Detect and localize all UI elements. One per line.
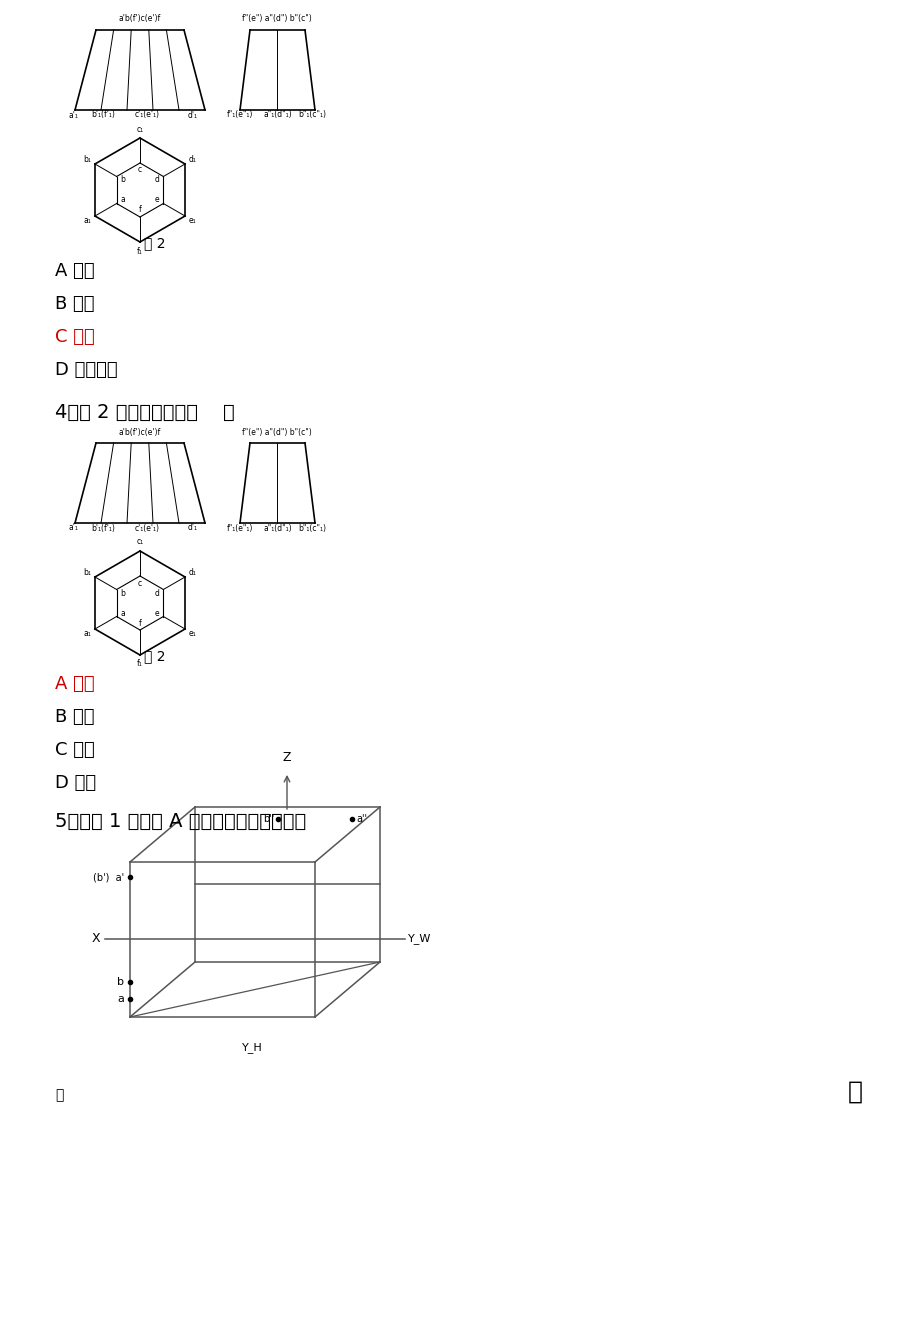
Text: X: X <box>91 932 100 945</box>
Text: b₁: b₁ <box>83 568 91 577</box>
Text: f"(e") a"(d") b"(c"): f"(e") a"(d") b"(c") <box>242 15 312 24</box>
Text: b₁: b₁ <box>83 154 91 164</box>
Text: f"₁(e"₁): f"₁(e"₁) <box>227 524 253 532</box>
Text: c: c <box>138 165 142 174</box>
Text: b: b <box>120 589 125 598</box>
Text: d: d <box>154 589 160 598</box>
Text: D 不能确定: D 不能确定 <box>55 360 118 379</box>
Text: e: e <box>154 195 160 205</box>
Text: a: a <box>120 195 125 205</box>
Text: a'₁: a'₁ <box>68 111 78 120</box>
Text: 4、图 2 中的物体应为（    ）: 4、图 2 中的物体应为（ ） <box>55 403 234 422</box>
Text: C 棱柱: C 棱柱 <box>55 741 95 759</box>
Text: c'₁(e'₁): c'₁(e'₁) <box>134 524 159 532</box>
Text: f₁: f₁ <box>137 247 142 256</box>
Text: c₁: c₁ <box>136 537 143 546</box>
Text: c: c <box>138 578 142 587</box>
Text: d₁: d₁ <box>188 154 197 164</box>
Text: e₁: e₁ <box>188 216 197 224</box>
Text: e₁: e₁ <box>188 630 197 638</box>
Text: Y_W: Y_W <box>407 933 431 944</box>
Text: B 棱锥: B 棱锥 <box>55 708 95 726</box>
Text: b"₁(c"₁): b"₁(c"₁) <box>298 524 325 532</box>
Text: c'₁(e'₁): c'₁(e'₁) <box>134 111 159 120</box>
Text: b: b <box>120 176 125 185</box>
Text: c₁: c₁ <box>136 124 143 133</box>
Text: 》: 》 <box>846 1080 862 1104</box>
Text: f₁: f₁ <box>137 660 142 668</box>
Text: a₁: a₁ <box>84 630 91 638</box>
Text: A 棱台: A 棱台 <box>55 675 95 693</box>
Text: 5、在图 1 中，点 A 与点日是（）重影点。: 5、在图 1 中，点 A 与点日是（）重影点。 <box>55 812 306 832</box>
Text: a'b(f')c(e')f: a'b(f')c(e')f <box>119 428 161 437</box>
Text: b"₁(c"₁): b"₁(c"₁) <box>298 111 325 120</box>
Text: 图 2: 图 2 <box>144 236 165 249</box>
Text: Y_H: Y_H <box>242 1041 262 1053</box>
Text: 图: 图 <box>55 1088 63 1102</box>
Text: a: a <box>120 609 125 618</box>
Text: d: d <box>154 176 160 185</box>
Text: C 钔角: C 钔角 <box>55 327 95 346</box>
Text: a'₁: a'₁ <box>68 524 78 532</box>
Text: a₁: a₁ <box>84 216 91 224</box>
Text: b'₁(f'₁): b'₁(f'₁) <box>91 524 115 532</box>
Text: D 圆锥: D 圆锥 <box>55 774 96 792</box>
Text: b: b <box>117 977 124 987</box>
Text: b'₁(f'₁): b'₁(f'₁) <box>91 111 115 120</box>
Text: d₁: d₁ <box>188 568 197 577</box>
Text: a"₁(d"₁): a"₁(d"₁) <box>264 111 292 120</box>
Text: f: f <box>139 619 142 627</box>
Text: d'₁: d'₁ <box>187 524 198 532</box>
Text: e: e <box>154 609 160 618</box>
Text: a'': a'' <box>356 814 367 824</box>
Text: Z: Z <box>282 751 291 764</box>
Text: a"₁(d"₁): a"₁(d"₁) <box>264 524 292 532</box>
Text: f: f <box>139 206 142 214</box>
Text: a: a <box>117 994 124 1005</box>
Text: 图 2: 图 2 <box>144 649 165 663</box>
Text: d'₁: d'₁ <box>187 111 198 120</box>
Text: B 锐角: B 锐角 <box>55 294 95 313</box>
Text: b'': b'' <box>263 814 274 824</box>
Text: a'b(f')c(e')f: a'b(f')c(e')f <box>119 15 161 24</box>
Text: f"(e") a"(d") b"(c"): f"(e") a"(d") b"(c") <box>242 428 312 437</box>
Text: (b')  a': (b') a' <box>93 873 124 882</box>
Text: f"₁(e"₁): f"₁(e"₁) <box>227 111 253 120</box>
Text: A 直角: A 直角 <box>55 261 95 280</box>
